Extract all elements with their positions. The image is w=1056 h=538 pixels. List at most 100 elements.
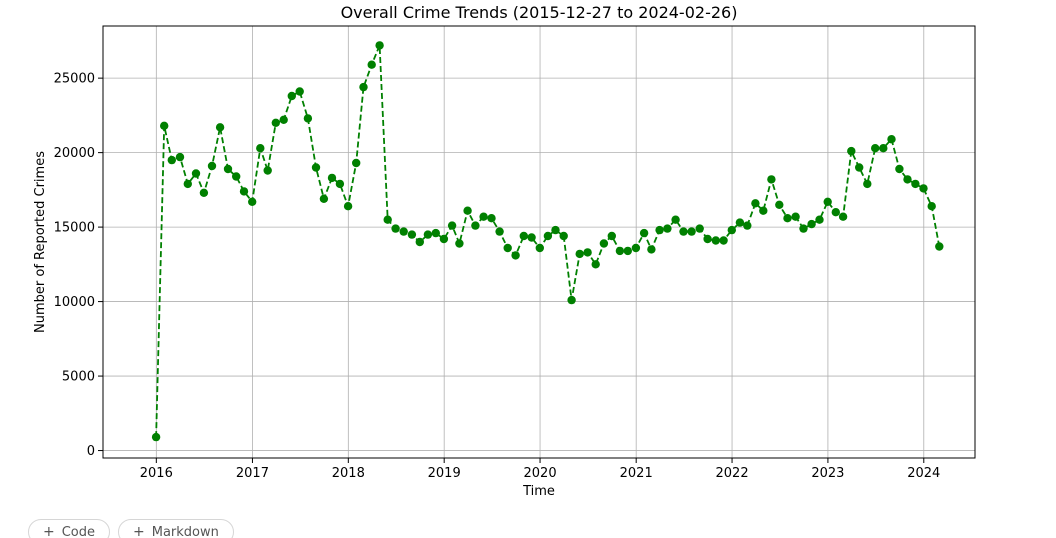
x-tick-label: 2019	[428, 466, 461, 481]
y-tick-label: 5000	[62, 370, 95, 385]
data-point	[199, 188, 209, 197]
data-point	[271, 118, 280, 128]
data-point	[303, 114, 313, 123]
add-code-label: Code	[61, 524, 96, 538]
grid	[103, 26, 975, 458]
data-point	[183, 179, 192, 189]
cell-toolbar: + Code + Markdown	[28, 519, 234, 538]
data-point	[847, 146, 856, 156]
data-point	[799, 224, 808, 233]
data-point	[623, 246, 632, 256]
data-point	[751, 199, 760, 208]
add-code-cell-button[interactable]: + Code	[28, 519, 111, 538]
data-point	[391, 224, 400, 233]
data-point	[783, 214, 792, 223]
data-point	[455, 239, 464, 248]
data-point	[248, 197, 257, 206]
data-point	[719, 236, 728, 245]
data-point	[463, 206, 472, 215]
x-tick-label: 2022	[716, 466, 749, 481]
plus-icon: +	[43, 524, 55, 538]
data-point	[375, 41, 384, 50]
data-point	[838, 212, 848, 221]
data-point	[319, 194, 329, 203]
data-point	[887, 135, 896, 144]
data-point	[871, 144, 880, 153]
data-point	[775, 200, 784, 209]
data-point	[815, 215, 824, 224]
data-point	[383, 215, 392, 224]
data-point	[919, 184, 928, 193]
data-point	[399, 227, 408, 236]
data-point	[335, 179, 345, 189]
data-point	[807, 219, 816, 229]
data-point	[855, 163, 864, 172]
data-point	[639, 228, 649, 238]
add-markdown-label: Markdown	[151, 524, 219, 538]
data-point	[519, 231, 528, 241]
data-point	[191, 169, 201, 178]
x-tick-label: 2024	[907, 466, 940, 481]
x-axis-label: Time	[522, 484, 555, 499]
data-point	[567, 295, 576, 305]
data-point	[311, 163, 321, 172]
data-point	[935, 242, 944, 251]
y-axis: 0 5000 10000 15000 20000 25000	[54, 72, 103, 459]
data-point	[447, 221, 457, 230]
x-tick-label: 2017	[236, 466, 269, 481]
data-point	[711, 236, 720, 245]
data-point	[695, 224, 704, 233]
data-point	[160, 121, 169, 130]
data-point	[431, 228, 440, 238]
data-point	[863, 179, 872, 189]
data-point	[287, 91, 296, 101]
y-tick-label: 20000	[54, 146, 95, 161]
line-chart: 2016 2017 2018 2019 2020 2021 2022 2023 2024 0 50…	[33, 3, 976, 499]
data-point	[551, 225, 560, 235]
add-markdown-cell-button[interactable]: + Markdown	[118, 519, 234, 538]
x-axis: 2016 2017 2018 2019 2020 2021 2022 2023 2024	[140, 458, 940, 481]
series-line-layer	[155, 45, 941, 438]
data-point	[727, 225, 736, 235]
data-point	[687, 227, 696, 236]
data-point	[599, 239, 609, 248]
data-point	[559, 231, 568, 241]
data-point	[647, 245, 656, 254]
data-point	[663, 224, 672, 233]
data-point	[423, 230, 433, 239]
data-point	[679, 227, 688, 236]
data-point	[831, 208, 840, 217]
data-point	[583, 248, 592, 257]
data-point	[215, 123, 225, 132]
data-point	[535, 243, 544, 253]
data-point	[511, 251, 520, 260]
data-point	[167, 155, 176, 165]
data-point	[471, 221, 480, 230]
data-point	[359, 82, 368, 92]
data-point	[263, 166, 272, 175]
data-point	[367, 60, 376, 69]
y-tick-label: 10000	[54, 295, 95, 310]
y-tick-label: 0	[87, 444, 95, 459]
data-point	[607, 231, 616, 241]
data-point	[655, 225, 664, 235]
data-point	[703, 234, 712, 244]
data-point	[175, 152, 185, 162]
data-point	[631, 243, 641, 253]
y-tick-label: 15000	[54, 221, 95, 236]
data-point	[823, 197, 832, 206]
data-point	[295, 87, 304, 96]
data-point	[759, 206, 768, 215]
data-point	[575, 249, 584, 259]
x-tick-label: 2021	[620, 466, 653, 481]
data-point	[279, 115, 288, 125]
data-point	[911, 179, 920, 189]
data-point	[223, 164, 233, 174]
data-point	[343, 202, 353, 211]
data-point	[615, 246, 625, 256]
series-line	[155, 45, 941, 438]
data-point	[503, 243, 512, 253]
data-point	[527, 233, 536, 242]
data-point	[791, 212, 800, 221]
plus-icon: +	[133, 524, 145, 538]
